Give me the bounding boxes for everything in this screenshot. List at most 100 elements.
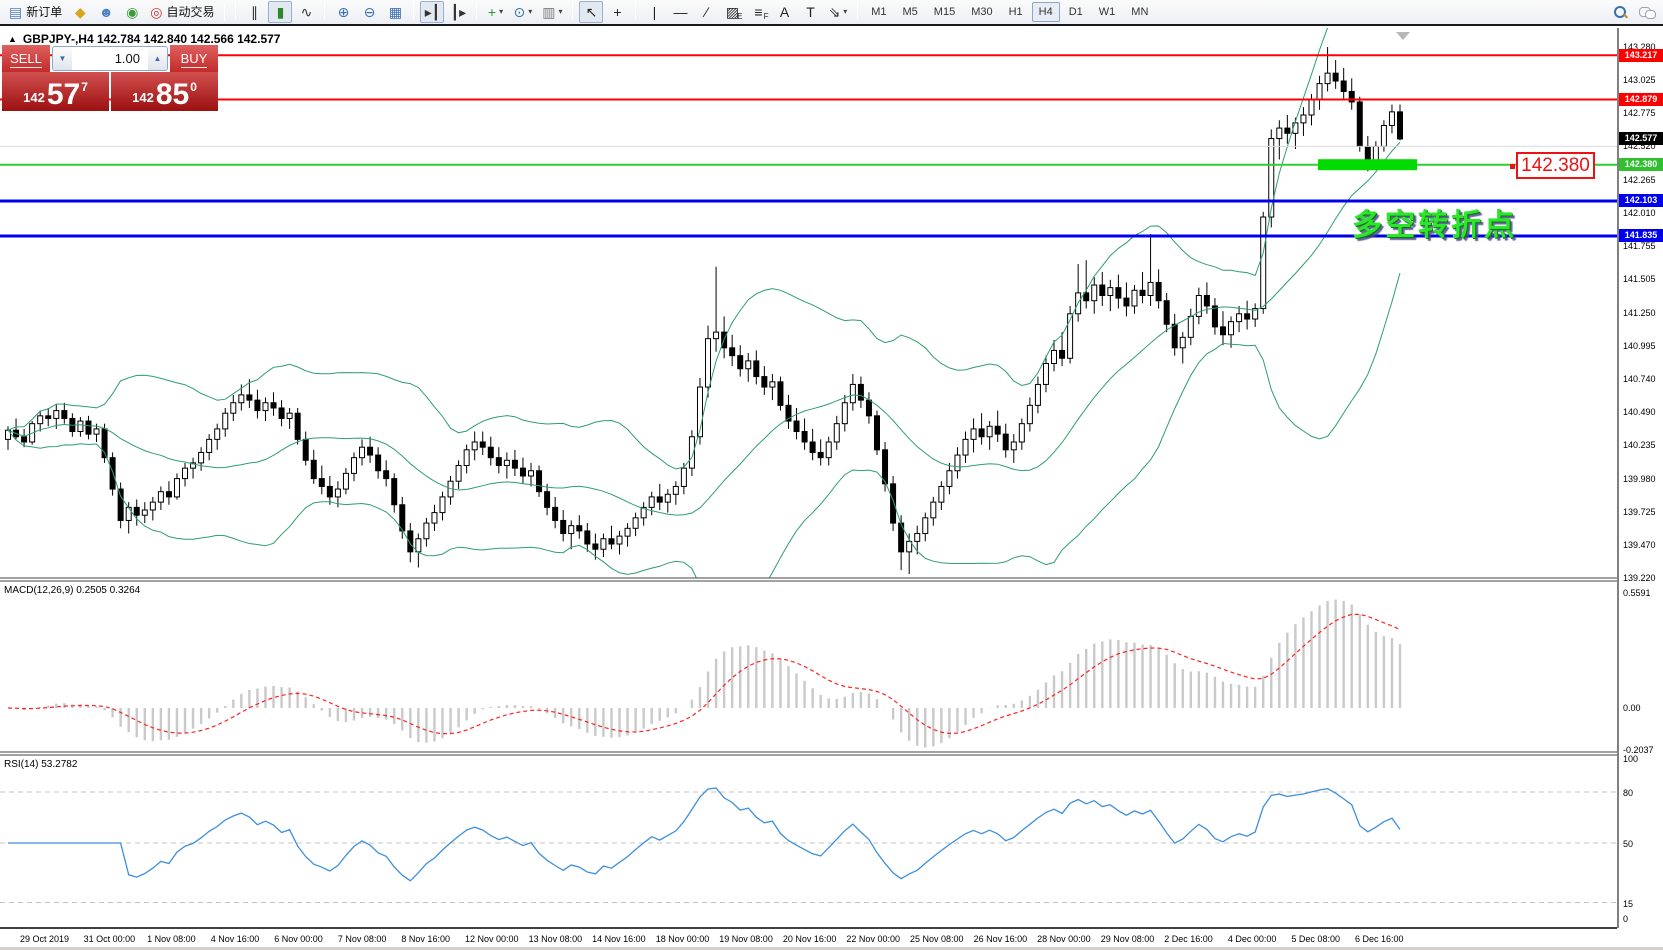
indicators-button[interactable]: + ▾ [483,1,507,23]
candle-body [1091,284,1098,302]
line-chart-button[interactable]: ∿ [294,1,318,23]
price-chart-canvas[interactable] [0,28,1663,950]
arrows-button[interactable]: ⇘ ▾ [824,1,851,23]
candle-body [383,470,390,480]
autotrading-button[interactable]: ◎ 自动交易 [146,1,218,23]
fibonacci-icon: ≡ [754,4,763,20]
rsi-scale-label: 80 [1623,788,1634,798]
volume-increase-button[interactable]: ▲ [148,47,167,70]
channel-button[interactable]: ▨ E [720,1,744,23]
candle-body [519,467,526,477]
price-axis-tick: 142.775 [1623,108,1656,119]
auto-scroll-icon: ▸┃ [424,4,441,20]
candle-body [109,457,116,490]
collapse-panel-icon[interactable]: ▲ [8,34,17,44]
navigator-button[interactable]: ◉ [120,1,144,23]
candle-body [882,449,889,485]
timeframe-button-h4[interactable]: H4 [1031,2,1060,22]
search-button[interactable] [1608,1,1632,23]
chart-window[interactable]: ▲ GBPJPY-,H4 142.784 142.840 142.566 142… [0,28,1663,950]
tile-windows-button[interactable]: ▦ [383,1,407,23]
candle-body [584,530,591,545]
timeframe-button-m30[interactable]: M30 [971,6,993,18]
dropdown-arrow-icon[interactable]: ▾ [558,7,563,16]
auto-scroll-button[interactable]: ▸┃ [420,1,445,23]
dropdown-arrow-icon[interactable]: ▾ [499,7,504,16]
candle-body [648,496,655,508]
timeframe-button-d1[interactable]: D1 [1068,6,1083,18]
volume-input[interactable] [72,51,148,66]
time-axis-label: 8 Nov 16:00 [401,934,450,944]
candle-body [857,383,864,401]
candle-body [21,436,28,443]
zoom-out-button[interactable]: ⊖ [357,1,381,23]
candle-body [1203,294,1210,307]
price-level-callout[interactable]: 142.380 [1510,152,1595,179]
fibonacci-button[interactable]: ≡ F [746,1,770,23]
trendline-button[interactable]: ∕ [694,1,718,23]
candlestick-chart-button[interactable]: ▮ [268,1,293,23]
dropdown-arrow-icon[interactable]: ▾ [528,7,533,16]
label-button[interactable]: T [798,1,822,23]
candle-body [632,517,639,529]
buy-button[interactable]: BUY [170,45,218,72]
time-axis-label: 1 Nov 08:00 [147,934,196,944]
candle-body [600,538,607,550]
candle-body [592,543,599,550]
new-order-button[interactable]: ▤ 新订单 [5,1,66,23]
price-axis-tick: 139.980 [1623,473,1656,484]
candle-body [1211,305,1218,328]
cursor-icon: ↖ [585,4,598,20]
chat-button[interactable] [1634,1,1658,23]
timeframe-button-m5[interactable]: M5 [902,6,918,18]
time-axis-label: 31 Oct 00:00 [83,934,136,944]
bar-chart-button[interactable]: ∥ [242,1,266,23]
timeframe-button-m15[interactable]: M15 [933,6,956,18]
candle-body [1067,313,1074,359]
templates-button[interactable]: ▥ ▾ [538,1,566,23]
crosshair-button[interactable]: + [605,1,629,23]
sell-button[interactable]: SELL [2,45,50,72]
candle-body [1123,297,1130,307]
candle-body [890,483,897,524]
time-axis-label: 12 Nov 00:00 [465,934,519,944]
volume-decrease-button[interactable]: ▼ [53,47,72,70]
chart-end-marker-icon [1396,32,1410,40]
timeframe-button-h1[interactable]: H1 [1008,6,1023,18]
candle-body [1219,326,1226,336]
candle-body [246,394,253,401]
price-axis-tick: 141.755 [1623,241,1656,252]
timeframe-button-mn[interactable]: MN [1131,6,1149,18]
price-marker-badge: 142.879 [1619,92,1663,106]
history-book-button[interactable]: ◆ [68,1,92,23]
buy-price-display[interactable]: 142 85 0 [111,72,218,111]
candle-body [1316,83,1323,100]
candle-body [1155,281,1162,302]
timeframe-button-w1[interactable]: W1 [1098,6,1116,18]
candle-body [45,415,52,419]
clock-icon: ⊙ [513,4,526,20]
candle-body [986,425,993,438]
text-button[interactable]: A [772,1,796,23]
profile-button[interactable]: ☻ [94,1,118,23]
dropdown-arrow-icon[interactable]: ▾ [843,7,848,16]
candle-body [656,496,663,503]
vertical-line-button[interactable]: | [642,1,666,23]
support-highlight-bar [1318,159,1417,171]
time-axis-label: 22 Nov 00:00 [846,934,900,944]
horizontal-line-button[interactable]: — [668,1,692,23]
chart-shift-button[interactable]: ┃▸ [446,1,470,23]
sell-price-display[interactable]: 142 57 7 [2,72,109,111]
zoom-in-button[interactable]: ⊕ [331,1,355,23]
candle-body [334,488,341,498]
turning-point-annotation[interactable]: 多空转折点 [1352,209,1517,242]
candle-body [222,412,229,430]
trendline-icon: ∕ [705,4,708,20]
candle-body [1083,292,1090,302]
periods-button[interactable]: ⊙ ▾ [509,1,536,23]
timeframe-button-m1[interactable]: M1 [871,6,887,18]
cursor-button[interactable]: ↖ [579,1,604,23]
price-axis-tick: 139.725 [1623,506,1656,517]
time-axis-label: 4 Dec 00:00 [1227,934,1277,944]
